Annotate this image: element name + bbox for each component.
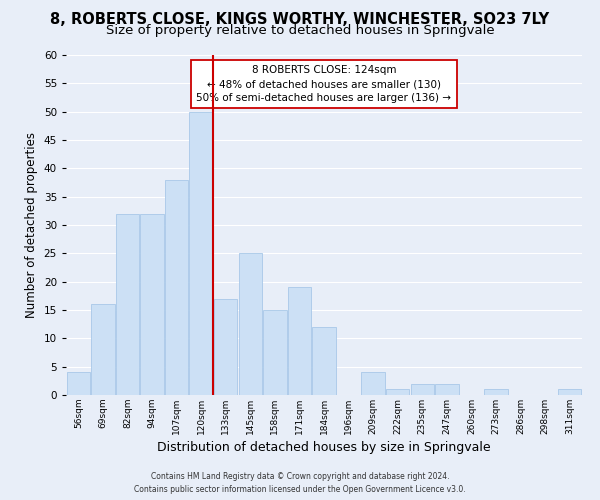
Y-axis label: Number of detached properties: Number of detached properties — [25, 132, 38, 318]
Text: Size of property relative to detached houses in Springvale: Size of property relative to detached ho… — [106, 24, 494, 37]
Bar — [239, 254, 262, 395]
Bar — [263, 310, 287, 395]
Bar — [214, 298, 238, 395]
Bar — [91, 304, 115, 395]
X-axis label: Distribution of detached houses by size in Springvale: Distribution of detached houses by size … — [157, 441, 491, 454]
Bar — [116, 214, 139, 395]
Bar — [190, 112, 213, 395]
Text: 8 ROBERTS CLOSE: 124sqm
← 48% of detached houses are smaller (130)
50% of semi-d: 8 ROBERTS CLOSE: 124sqm ← 48% of detache… — [197, 65, 452, 103]
Bar — [67, 372, 90, 395]
Bar — [435, 384, 458, 395]
Text: Contains HM Land Registry data © Crown copyright and database right 2024.
Contai: Contains HM Land Registry data © Crown c… — [134, 472, 466, 494]
Bar — [386, 390, 409, 395]
Bar — [288, 288, 311, 395]
Text: 8, ROBERTS CLOSE, KINGS WORTHY, WINCHESTER, SO23 7LY: 8, ROBERTS CLOSE, KINGS WORTHY, WINCHEST… — [50, 12, 550, 28]
Bar — [313, 327, 335, 395]
Bar — [361, 372, 385, 395]
Bar — [484, 390, 508, 395]
Bar — [410, 384, 434, 395]
Bar — [140, 214, 164, 395]
Bar — [558, 390, 581, 395]
Bar — [165, 180, 188, 395]
